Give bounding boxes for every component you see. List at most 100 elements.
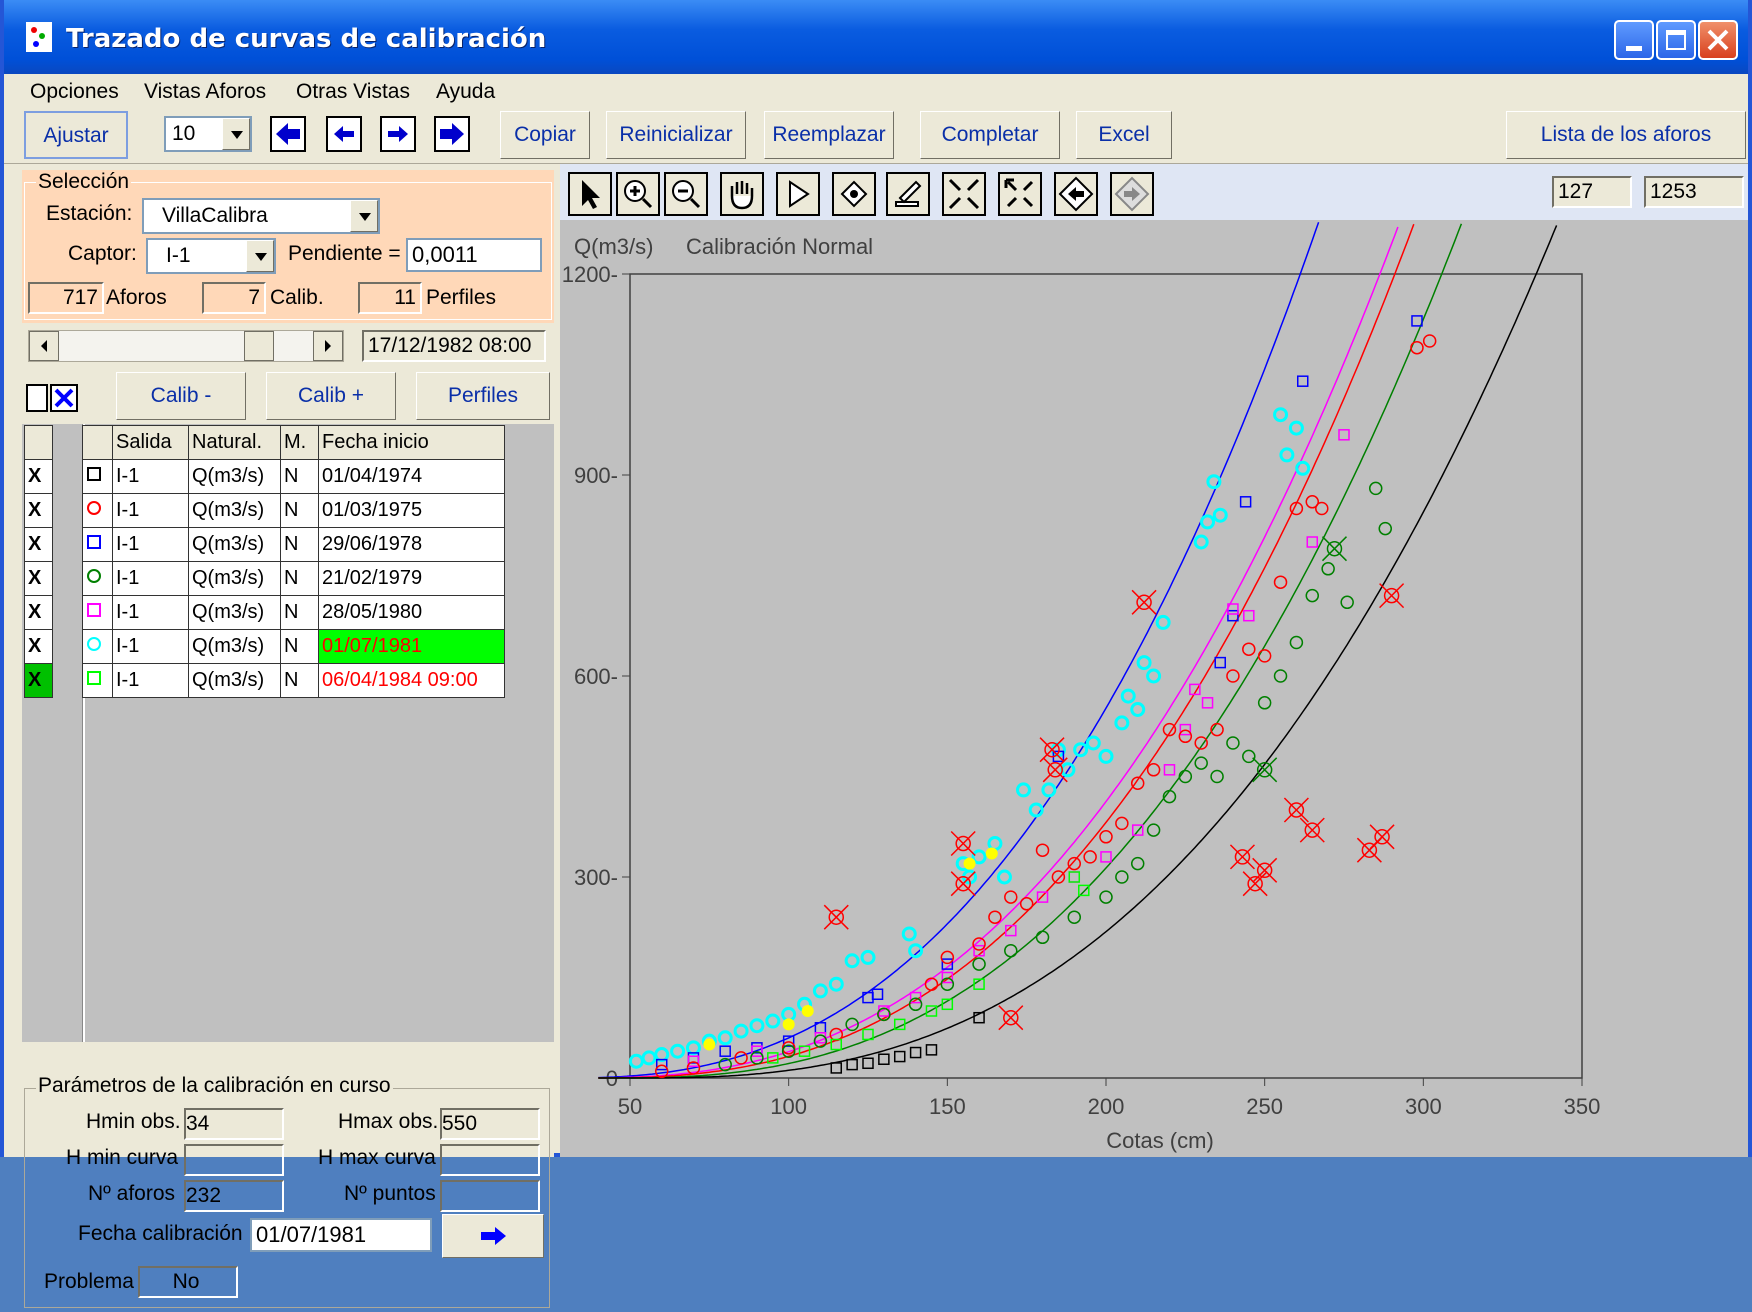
minimize-button[interactable] xyxy=(1614,20,1654,60)
header-symbol xyxy=(82,425,113,460)
data-point xyxy=(1163,764,1176,776)
table-row[interactable]: X I-1 Q(m3/s) N 29/06/1978 xyxy=(24,527,505,562)
first-button[interactable] xyxy=(270,116,306,152)
table-row[interactable]: X I-1 Q(m3/s) N 01/03/1975 xyxy=(24,493,505,528)
data-point xyxy=(687,1055,700,1067)
scroll-thumb[interactable] xyxy=(243,331,274,361)
apply-date-button[interactable] xyxy=(442,1214,544,1258)
menu-bar: Opciones Vistas Aforos Otras Vistas Ayud… xyxy=(4,74,1748,108)
back-tool-button[interactable] xyxy=(1054,172,1098,216)
calib-minus-button[interactable]: Calib - xyxy=(116,372,246,420)
arrow-left-icon xyxy=(334,126,354,142)
copiar-button[interactable]: Copiar xyxy=(500,111,590,159)
row-active-mark[interactable]: X xyxy=(24,493,53,528)
title-bar[interactable]: Trazado de curvas de calibración xyxy=(4,0,1748,74)
row-m: N xyxy=(280,595,319,630)
row-salida: I-1 xyxy=(112,663,189,698)
zoom-in-tool-button[interactable] xyxy=(616,172,660,216)
table-divider xyxy=(82,424,85,1042)
chevron-down-icon[interactable] xyxy=(350,200,378,232)
expand-tool-button[interactable] xyxy=(998,172,1042,216)
row-active-mark[interactable]: X xyxy=(24,595,53,630)
data-point xyxy=(829,1027,844,1042)
last-button[interactable] xyxy=(434,116,470,152)
data-point xyxy=(1051,870,1066,884)
zoom-out-tool-button[interactable] xyxy=(664,172,708,216)
data-point xyxy=(1200,514,1216,530)
forward-tool-button[interactable] xyxy=(1110,172,1154,216)
data-point xyxy=(1115,870,1129,884)
select-tool-button[interactable] xyxy=(776,172,820,216)
pan-tool-button[interactable] xyxy=(720,172,764,216)
captor-select[interactable]: I-1 xyxy=(146,238,276,274)
chevron-down-icon[interactable] xyxy=(246,240,274,272)
row-active-mark[interactable]: X xyxy=(24,561,53,596)
data-point xyxy=(828,976,844,992)
shrink-tool-button[interactable] xyxy=(942,172,986,216)
table-row[interactable]: X I-1 Q(m3/s) N 01/07/1981 xyxy=(24,629,505,664)
data-point xyxy=(1410,340,1424,355)
data-point xyxy=(877,1007,891,1022)
checkbox-unchecked[interactable] xyxy=(26,384,48,412)
chevron-down-icon[interactable] xyxy=(222,118,250,150)
table-row[interactable]: X I-1 Q(m3/s) N 28/05/1980 xyxy=(24,595,505,630)
fecha-calibracion-input[interactable]: 01/07/1981 xyxy=(250,1218,432,1252)
reemplazar-button[interactable]: Reemplazar xyxy=(764,111,894,159)
data-point xyxy=(1003,1009,1019,1026)
lista-aforos-button[interactable]: Lista de los aforos xyxy=(1506,111,1746,159)
ajustar-button[interactable]: Ajustar xyxy=(24,111,128,159)
menu-otras-vistas[interactable]: Otras Vistas xyxy=(296,80,410,103)
pendiente-input[interactable]: 0,0011 xyxy=(406,238,542,272)
x-tick-label: 250 xyxy=(1246,1094,1283,1119)
step-select-value: 10 xyxy=(172,122,196,145)
fit-tool-button[interactable] xyxy=(832,172,876,216)
scroll-right-button[interactable] xyxy=(313,331,343,361)
data-point xyxy=(1374,829,1390,845)
row-active-mark[interactable]: X xyxy=(24,629,53,664)
previous-button[interactable] xyxy=(326,116,362,152)
row-active-mark[interactable]: X xyxy=(24,527,53,562)
circle-marker-icon xyxy=(87,501,101,515)
reinicializar-button[interactable]: Reinicializar xyxy=(606,111,746,159)
perfiles-button[interactable]: Perfiles xyxy=(416,372,550,420)
data-point xyxy=(1315,501,1329,516)
maximize-button[interactable] xyxy=(1656,20,1696,60)
step-select[interactable]: 10 xyxy=(164,116,252,152)
row-active-mark[interactable]: X xyxy=(24,663,53,698)
header-gap xyxy=(52,425,83,460)
pointer-tool-button[interactable] xyxy=(568,172,612,216)
data-point xyxy=(1321,562,1335,576)
table-row[interactable]: X I-1 Q(m3/s) N 01/04/1974 xyxy=(24,459,505,494)
table-row[interactable]: X I-1 Q(m3/s) N 21/02/1979 xyxy=(24,561,505,596)
header-x xyxy=(24,425,53,460)
menu-opciones[interactable]: Opciones xyxy=(30,80,119,103)
data-point xyxy=(767,1052,779,1064)
table-body: X I-1 Q(m3/s) N 01/04/1974 X I-1 Q(m3/s) N 01/03/… xyxy=(24,459,505,698)
data-point xyxy=(1178,729,1193,744)
data-point xyxy=(628,1053,644,1069)
data-point xyxy=(908,997,923,1012)
excel-button[interactable]: Excel xyxy=(1076,111,1172,159)
close-icon xyxy=(1707,29,1729,51)
completar-button[interactable]: Completar xyxy=(920,111,1060,159)
table-row[interactable]: X I-1 Q(m3/s) N 06/04/1984 09:00 xyxy=(24,663,505,698)
calib-plus-button[interactable]: Calib + xyxy=(266,372,396,420)
checkbox-checked[interactable] xyxy=(50,384,78,412)
hmax-curva-value xyxy=(440,1144,540,1176)
edit-tool-button[interactable] xyxy=(886,172,930,216)
estacion-select[interactable]: VillaCalibra xyxy=(142,198,380,234)
data-point xyxy=(955,835,971,852)
data-point xyxy=(1194,756,1208,770)
menu-ayuda[interactable]: Ayuda xyxy=(436,80,496,103)
close-button[interactable] xyxy=(1698,20,1738,60)
scroll-left-button[interactable] xyxy=(29,331,59,361)
menu-vistas-aforos[interactable]: Vistas Aforos xyxy=(144,80,267,103)
date-scrollbar[interactable] xyxy=(28,330,344,362)
data-point xyxy=(1019,897,1034,911)
row-active-mark[interactable]: X xyxy=(24,459,53,494)
data-point xyxy=(941,958,954,970)
data-point xyxy=(1194,736,1208,750)
next-button[interactable] xyxy=(380,116,416,152)
rating-curve-chart[interactable]: Q(m3/s) Calibración Normal Cotas (cm) 50… xyxy=(560,220,1748,1157)
data-point xyxy=(973,944,985,957)
